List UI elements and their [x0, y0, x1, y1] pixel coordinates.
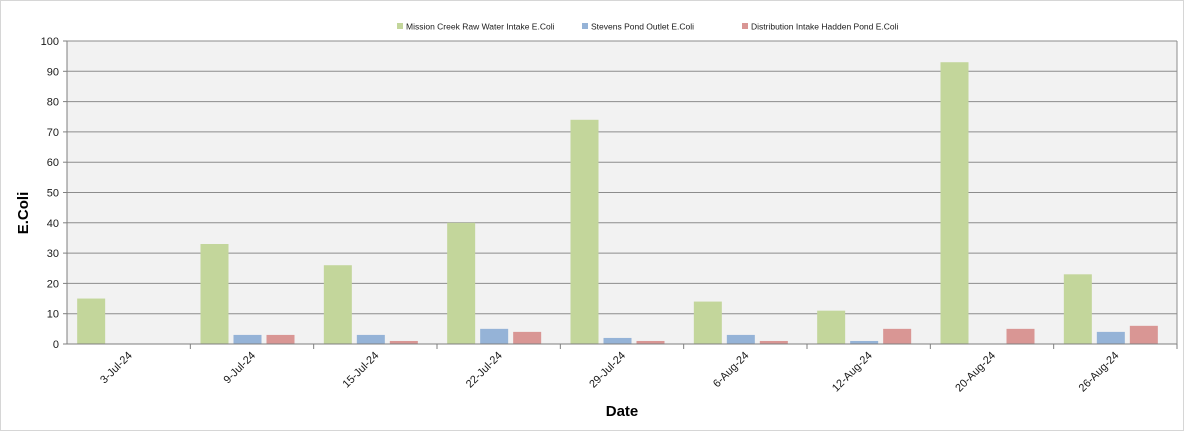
- bar-stevens-pond: [233, 334, 262, 344]
- y-tick-label: 60: [47, 157, 59, 169]
- bar-hadden-pond: [759, 340, 788, 344]
- bar-mission-creek: [693, 301, 722, 344]
- y-tick-label: 80: [47, 97, 59, 109]
- x-tick-labels: 3-Jul-24 9-Jul-24 15-Jul-24 22-Jul-24 29-Jul…: [98, 350, 1121, 395]
- bar-stevens-pond: [726, 334, 755, 344]
- y-tick-label: 50: [47, 188, 59, 200]
- bar-mission-creek: [940, 62, 969, 345]
- y-tick-label: 30: [47, 248, 59, 260]
- y-axis-title: E.Coli: [15, 192, 32, 235]
- y-tick-labels: 0 10 20 30 40 50 60 70 80 90 100: [41, 36, 59, 351]
- bar-stevens-pond: [356, 334, 385, 344]
- legend-label: Distribution Intake Hadden Pond E.Coli: [751, 22, 899, 32]
- bar-mission-creek: [570, 119, 599, 344]
- bar-mission-creek: [817, 310, 846, 344]
- bar-stevens-pond: [603, 337, 632, 344]
- x-axis-title: Date: [606, 403, 639, 420]
- legend-label: Stevens Pond Outlet E.Coli: [591, 22, 694, 32]
- legend-label: Mission Creek Raw Water Intake E.Coli: [406, 22, 555, 32]
- bar-hadden-pond: [513, 331, 542, 344]
- legend-swatch: [397, 23, 403, 29]
- bar-mission-creek: [200, 244, 229, 344]
- x-tick-label: 26-Aug-24: [1077, 350, 1122, 395]
- y-tick-label: 90: [47, 66, 59, 78]
- y-tick-label: 20: [47, 278, 59, 290]
- bar-hadden-pond: [1129, 325, 1158, 344]
- bar-hadden-pond: [883, 328, 912, 344]
- bar-mission-creek: [77, 298, 106, 344]
- bar-hadden-pond: [389, 340, 418, 344]
- bar-hadden-pond: [266, 334, 295, 344]
- y-tick-label: 40: [47, 218, 59, 230]
- bar-stevens-pond: [480, 328, 509, 344]
- bar-hadden-pond: [636, 340, 665, 344]
- legend-swatch: [742, 23, 748, 29]
- axes: [63, 40, 1178, 349]
- bar-mission-creek: [447, 222, 476, 344]
- bar-stevens-pond: [1096, 331, 1125, 344]
- x-tick-label: 20-Aug-24: [953, 350, 998, 395]
- x-tick-label: 15-Jul-24: [341, 350, 382, 391]
- bars: [77, 62, 1158, 345]
- legend-swatch: [582, 23, 588, 29]
- y-tick-label: 100: [41, 36, 59, 48]
- bar-hadden-pond: [1006, 328, 1035, 344]
- x-tick-label: 6-Aug-24: [711, 350, 751, 390]
- y-tick-label: 70: [47, 127, 59, 139]
- x-tick-label: 3-Jul-24: [98, 350, 135, 387]
- bar-mission-creek: [1063, 274, 1092, 344]
- legend: Mission Creek Raw Water Intake E.Coli Ste…: [397, 22, 899, 32]
- y-tick-label: 0: [53, 339, 59, 351]
- y-tick-label: 10: [47, 309, 59, 321]
- x-tick-label: 9-Jul-24: [222, 350, 259, 387]
- bar-stevens-pond: [850, 340, 879, 344]
- x-tick-label: 12-Aug-24: [830, 350, 875, 395]
- x-tick-label: 22-Jul-24: [464, 350, 505, 391]
- x-tick-label: 29-Jul-24: [587, 350, 628, 391]
- bar-mission-creek: [323, 265, 352, 344]
